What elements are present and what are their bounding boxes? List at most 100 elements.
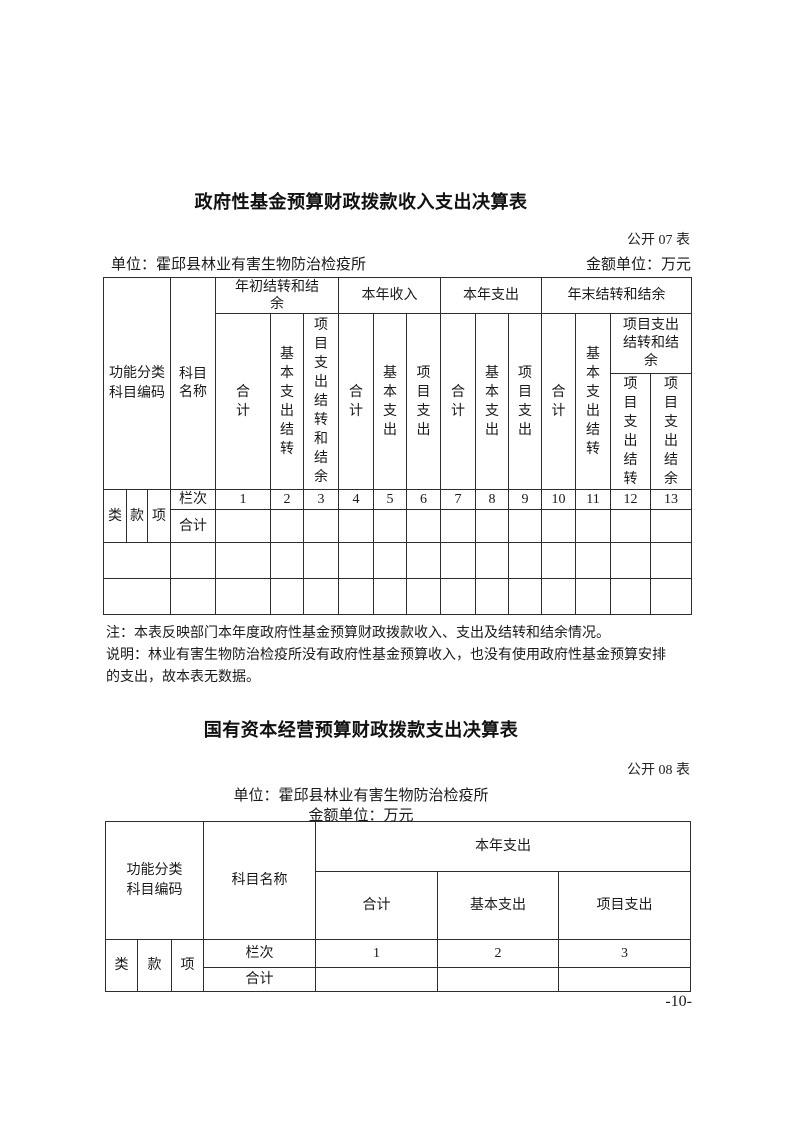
data-cell — [302, 578, 340, 615]
table1-form-number: 公开 07 表 — [627, 233, 690, 248]
col-basic-header-2: 基本支出 — [437, 871, 559, 940]
state-capital-budget-table: 功能分类科目编码 科目名称 本年支出 合计 基本支出 项目支出 类 款 项 栏次… — [105, 821, 691, 992]
data-cell — [541, 578, 577, 615]
col-number-12: 12 — [610, 489, 652, 510]
data-cell — [215, 542, 271, 579]
data-cell — [558, 967, 691, 992]
col5-header: 基本支出 — [373, 313, 408, 490]
data-cell — [650, 509, 693, 543]
table1-amount-unit-label: 金额单位：万元 — [585, 257, 691, 273]
row-index-label: 栏次 — [170, 489, 216, 510]
col13-header: 项目支出结余 — [650, 373, 693, 490]
col2-header: 基本支出结转 — [270, 313, 304, 490]
table1-unit-label: 单位：霍邱县林业有害生物防治检疫所 — [111, 257, 367, 273]
data-cell — [610, 542, 652, 579]
data-cell — [650, 578, 693, 615]
empty-data-row — [103, 578, 693, 615]
code-item-header-2: 项 — [171, 939, 204, 992]
data-cell — [270, 509, 304, 543]
code-class-header: 类 — [103, 489, 127, 543]
col-project-header-2: 项目支出 — [558, 871, 691, 940]
code-section-header: 款 — [126, 489, 148, 543]
empty-data-row — [103, 542, 693, 579]
col-number-11: 11 — [575, 489, 612, 510]
group-begin-balance-header: 年初结转和结余 — [214, 277, 340, 314]
data-cell — [575, 509, 612, 543]
data-cell — [475, 578, 510, 615]
data-cell — [650, 542, 693, 579]
data-cell — [406, 542, 442, 579]
data-cell — [302, 542, 340, 579]
table2-title: 国有资本经营预算财政拨款支出决算表 — [203, 720, 519, 740]
col-number-3: 3 — [302, 489, 340, 510]
col-number-7: 7 — [440, 489, 477, 510]
group-end-balance-header: 年末结转和结余 — [541, 277, 693, 314]
group-income-header: 本年收入 — [338, 277, 442, 314]
table2-unit-label: 单位：霍邱县林业有害生物防治检疫所 — [233, 788, 489, 804]
col3-header: 项目支出结转和结余 — [302, 313, 340, 490]
subject-cell — [170, 578, 216, 615]
col-total-header-2: 合计 — [315, 871, 438, 940]
gov-fund-budget-table: 功能分类科目编码 科目名称 年初结转和结余 本年收入 本年支出 年末结转和结余 … — [103, 277, 693, 615]
page-number: -10- — [665, 993, 692, 1010]
col-number-9: 9 — [508, 489, 543, 510]
col-number-2: 2 — [270, 489, 304, 510]
data-cell — [440, 542, 477, 579]
data-cell — [302, 509, 340, 543]
data-cell — [541, 509, 577, 543]
code-cell — [103, 542, 171, 579]
col-number-2-2: 2 — [437, 939, 559, 968]
col-number-2-1: 1 — [315, 939, 438, 968]
col9-header: 项目支出 — [508, 313, 543, 490]
col1-header: 合计 — [215, 313, 271, 490]
subject-cell — [170, 542, 216, 579]
table1-unit-row: 单位：霍邱县林业有害生物防治检疫所 金额单位：万元 — [103, 253, 691, 274]
col-number-8: 8 — [475, 489, 510, 510]
data-cell — [508, 542, 543, 579]
col-number-13: 13 — [650, 489, 693, 510]
data-cell — [373, 578, 408, 615]
data-cell — [315, 967, 438, 992]
col10-header: 合计 — [541, 313, 577, 490]
data-cell — [575, 542, 612, 579]
data-cell — [440, 578, 477, 615]
data-cell — [373, 542, 408, 579]
total-row-label: 合计 — [170, 509, 216, 543]
code-class-header-2: 类 — [105, 939, 138, 992]
total-row-label-2: 合计 — [203, 967, 316, 992]
col-number-5: 5 — [373, 489, 408, 510]
data-cell — [508, 578, 543, 615]
table1-notes: 注：本表反映部门本年度政府性基金预算财政拨款收入、支出及结转和结余情况。 说明：… — [106, 623, 674, 689]
table2-amount-unit-label: 金额单位：万元 — [308, 808, 414, 824]
group-expenditure-header-2: 本年支出 — [315, 821, 691, 872]
subject-name-header: 科目名称 — [170, 277, 216, 490]
func-code-header-2: 功能分类科目编码 — [105, 821, 204, 940]
data-cell — [475, 542, 510, 579]
data-cell — [475, 509, 510, 543]
data-cell — [373, 509, 408, 543]
data-cell — [406, 578, 442, 615]
data-cell — [215, 509, 271, 543]
col12-header: 项目支出结转 — [610, 373, 652, 490]
data-cell — [575, 578, 612, 615]
col6-header: 项目支出 — [406, 313, 442, 490]
col7-header: 合计 — [440, 313, 477, 490]
subject-name-header-text: 科目名称 — [179, 366, 207, 400]
note-line-2: 说明：林业有害生物防治检疫所没有政府性基金预算收入，也没有使用政府性基金预算安排… — [106, 648, 666, 685]
table1-title: 政府性基金预算财政拨款收入支出决算表 — [194, 192, 528, 212]
note-line-1: 注：本表反映部门本年度政府性基金预算财政拨款收入、支出及结转和结余情况。 — [106, 626, 610, 641]
group-end-balance-sub-header: 项目支出结转和结余 — [610, 313, 693, 374]
code-cell — [103, 578, 171, 615]
data-cell — [437, 967, 559, 992]
subject-name-header-2: 科目名称 — [203, 821, 316, 940]
col-number-1: 1 — [215, 489, 271, 510]
col-number-10: 10 — [541, 489, 577, 510]
func-code-header-text: 功能分类科目编码 — [109, 365, 165, 401]
col-number-4: 4 — [338, 489, 375, 510]
code-item-header: 项 — [147, 489, 171, 543]
data-cell — [338, 509, 375, 543]
col11-header: 基本支出结转 — [575, 313, 612, 490]
func-code-header: 功能分类科目编码 — [103, 277, 171, 490]
group-begin-balance-text: 年初结转和结余 — [235, 279, 319, 312]
